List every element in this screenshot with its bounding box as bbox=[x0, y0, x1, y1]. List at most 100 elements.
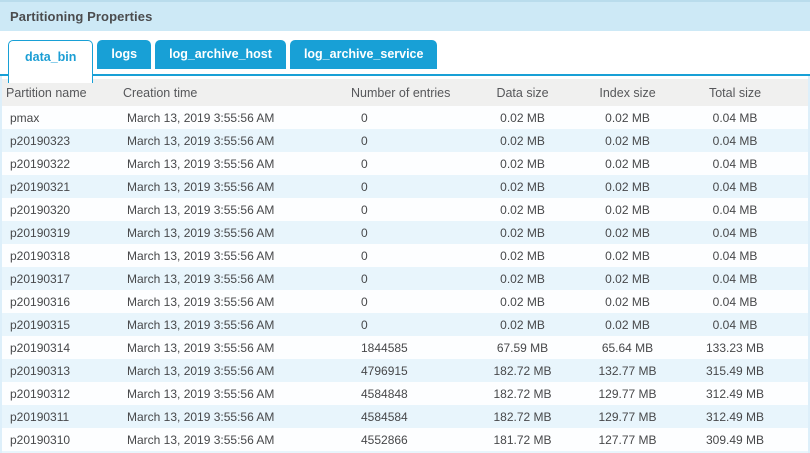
cell-partition-name: p20190322 bbox=[10, 156, 71, 171]
cell-data-size: 182.72 MB bbox=[493, 363, 552, 378]
tab-bar: data_bin logs log_archive_host log_archive_… bbox=[0, 31, 810, 83]
cell-creation-time: March 13, 2019 3:55:56 AM bbox=[127, 225, 275, 240]
table-row: pmax March 13, 2019 3:55:56 AM 0 0.02 MB 0.0… bbox=[2, 106, 808, 129]
cell-data-size: 181.72 MB bbox=[493, 432, 552, 447]
tab-logs[interactable]: logs bbox=[97, 40, 152, 69]
column-header-index-size: Index size bbox=[599, 85, 656, 100]
cell-index-size: 0.02 MB bbox=[605, 271, 650, 286]
cell-partition-name: p20190318 bbox=[10, 248, 71, 263]
cell-creation-time: March 13, 2019 3:55:56 AM bbox=[127, 340, 275, 355]
cell-data-size: 0.02 MB bbox=[500, 133, 545, 148]
cell-entries: 4584584 bbox=[361, 409, 408, 424]
tab-data-bin[interactable]: data_bin bbox=[8, 40, 94, 83]
cell-data-size: 0.02 MB bbox=[500, 248, 545, 263]
cell-partition-name: p20190317 bbox=[10, 271, 71, 286]
cell-data-size: 0.02 MB bbox=[500, 317, 545, 332]
table-row: p20190313 March 13, 2019 3:55:56 AM 479691… bbox=[2, 359, 808, 382]
cell-total-size: 0.04 MB bbox=[712, 225, 758, 240]
cell-entries: 1844585 bbox=[361, 340, 408, 355]
cell-total-size: 0.04 MB bbox=[712, 202, 758, 217]
cell-partition-name: p20190315 bbox=[10, 317, 71, 332]
cell-data-size: 0.02 MB bbox=[500, 294, 545, 309]
cell-partition-name: p20190313 bbox=[10, 363, 71, 378]
cell-entries: 0 bbox=[361, 179, 368, 194]
table-row: p20190314 March 13, 2019 3:55:56 AM 184458… bbox=[2, 336, 808, 359]
cell-index-size: 0.02 MB bbox=[605, 133, 650, 148]
cell-partition-name: p20190314 bbox=[10, 340, 71, 355]
cell-creation-time: March 13, 2019 3:55:56 AM bbox=[127, 386, 275, 401]
cell-total-size: 0.04 MB bbox=[712, 110, 758, 125]
cell-total-size: 0.04 MB bbox=[712, 156, 758, 171]
cell-total-size: 0.04 MB bbox=[712, 271, 758, 286]
cell-data-size: 0.02 MB bbox=[500, 179, 545, 194]
cell-total-size: 315.49 MB bbox=[705, 363, 765, 378]
cell-total-size: 0.04 MB bbox=[712, 317, 758, 332]
cell-index-size: 0.02 MB bbox=[605, 202, 650, 217]
column-header-number-of-entries: Number of entries bbox=[351, 85, 451, 100]
cell-index-size: 0.02 MB bbox=[605, 317, 650, 332]
partial-next-row bbox=[2, 451, 808, 453]
cell-data-size: 67.59 MB bbox=[496, 340, 549, 355]
cell-total-size: 312.49 MB bbox=[705, 386, 765, 401]
table-row: p20190323 March 13, 2019 3:55:56 AM 0 0.02 … bbox=[2, 129, 808, 152]
cell-creation-time: March 13, 2019 3:55:56 AM bbox=[127, 363, 275, 378]
column-header-data-size: Data size bbox=[496, 85, 549, 100]
cell-creation-time: March 13, 2019 3:55:56 AM bbox=[127, 409, 275, 424]
table-row: p20190317 March 13, 2019 3:55:56 AM 0 0.02 … bbox=[2, 267, 808, 290]
cell-data-size: 0.02 MB bbox=[500, 202, 545, 217]
cell-creation-time: March 13, 2019 3:55:56 AM bbox=[127, 110, 275, 125]
cell-total-size: 309.49 MB bbox=[705, 432, 765, 447]
cell-creation-time: March 13, 2019 3:55:56 AM bbox=[127, 248, 275, 263]
cell-entries: 0 bbox=[361, 271, 368, 286]
cell-partition-name: p20190312 bbox=[10, 386, 71, 401]
cell-total-size: 133.23 MB bbox=[705, 340, 765, 355]
cell-partition-name: p20190316 bbox=[10, 294, 71, 309]
column-header-total-size: Total size bbox=[708, 85, 762, 100]
cell-index-size: 0.02 MB bbox=[605, 248, 650, 263]
table-row: p20190319 March 13, 2019 3:55:56 AM 0 0.02 … bbox=[2, 221, 808, 244]
column-header-creation-time: Creation time bbox=[123, 85, 198, 100]
cell-index-size: 65.64 MB bbox=[601, 340, 654, 355]
cell-partition-name: p20190311 bbox=[10, 409, 70, 424]
column-header-partition-name: Partition name bbox=[6, 85, 87, 100]
cell-data-size: 0.02 MB bbox=[500, 156, 545, 171]
cell-total-size: 0.04 MB bbox=[712, 179, 758, 194]
cell-entries: 4552866 bbox=[361, 432, 408, 447]
cell-total-size: 0.04 MB bbox=[712, 248, 758, 263]
cell-creation-time: March 13, 2019 3:55:56 AM bbox=[127, 294, 275, 309]
cell-partition-name: p20190321 bbox=[10, 179, 71, 194]
cell-data-size: 0.02 MB bbox=[500, 225, 545, 240]
cell-entries: 4796915 bbox=[361, 363, 408, 378]
cell-partition-name: p20190319 bbox=[10, 225, 71, 240]
cell-index-size: 0.02 MB bbox=[605, 294, 650, 309]
table-row: p20190312 March 13, 2019 3:55:56 AM 458484… bbox=[2, 382, 808, 405]
cell-partition-name: p20190323 bbox=[10, 133, 71, 148]
cell-partition-name: pmax bbox=[10, 110, 40, 125]
cell-index-size: 0.02 MB bbox=[605, 225, 650, 240]
cell-index-size: 0.02 MB bbox=[605, 110, 650, 125]
cell-data-size: 0.02 MB bbox=[500, 110, 545, 125]
cell-total-size: 0.04 MB bbox=[712, 294, 758, 309]
cell-creation-time: March 13, 2019 3:55:56 AM bbox=[127, 202, 275, 217]
table-row: p20190322 March 13, 2019 3:55:56 AM 0 0.02 … bbox=[2, 152, 808, 175]
cell-index-size: 0.02 MB bbox=[605, 179, 650, 194]
tab-log-archive-service[interactable]: log_archive_service bbox=[289, 40, 438, 69]
cell-total-size: 0.04 MB bbox=[712, 133, 758, 148]
cell-partition-name: p20190310 bbox=[10, 432, 71, 447]
table-row: p20190310 March 13, 2019 3:55:56 AM 455286… bbox=[2, 428, 808, 451]
cell-creation-time: March 13, 2019 3:55:56 AM bbox=[127, 133, 275, 148]
cell-partition-name: p20190320 bbox=[10, 202, 71, 217]
cell-data-size: 182.72 MB bbox=[493, 409, 552, 424]
cell-entries: 0 bbox=[361, 225, 368, 240]
cell-creation-time: March 13, 2019 3:55:56 AM bbox=[127, 271, 275, 286]
cell-entries: 0 bbox=[361, 110, 368, 125]
tab-log-archive-host[interactable]: log_archive_host bbox=[155, 40, 286, 69]
cell-entries: 0 bbox=[361, 202, 368, 217]
tab-content: Partition name Creation time Number of ent… bbox=[0, 76, 810, 453]
cell-creation-time: March 13, 2019 3:55:56 AM bbox=[127, 317, 275, 332]
cell-index-size: 127.77 MB bbox=[598, 432, 657, 447]
table-body: pmax March 13, 2019 3:55:56 AM 0 0.02 MB 0.0… bbox=[2, 106, 808, 451]
cell-entries: 0 bbox=[361, 156, 368, 171]
table-header-row: Partition name Creation time Number of ent… bbox=[2, 79, 808, 106]
